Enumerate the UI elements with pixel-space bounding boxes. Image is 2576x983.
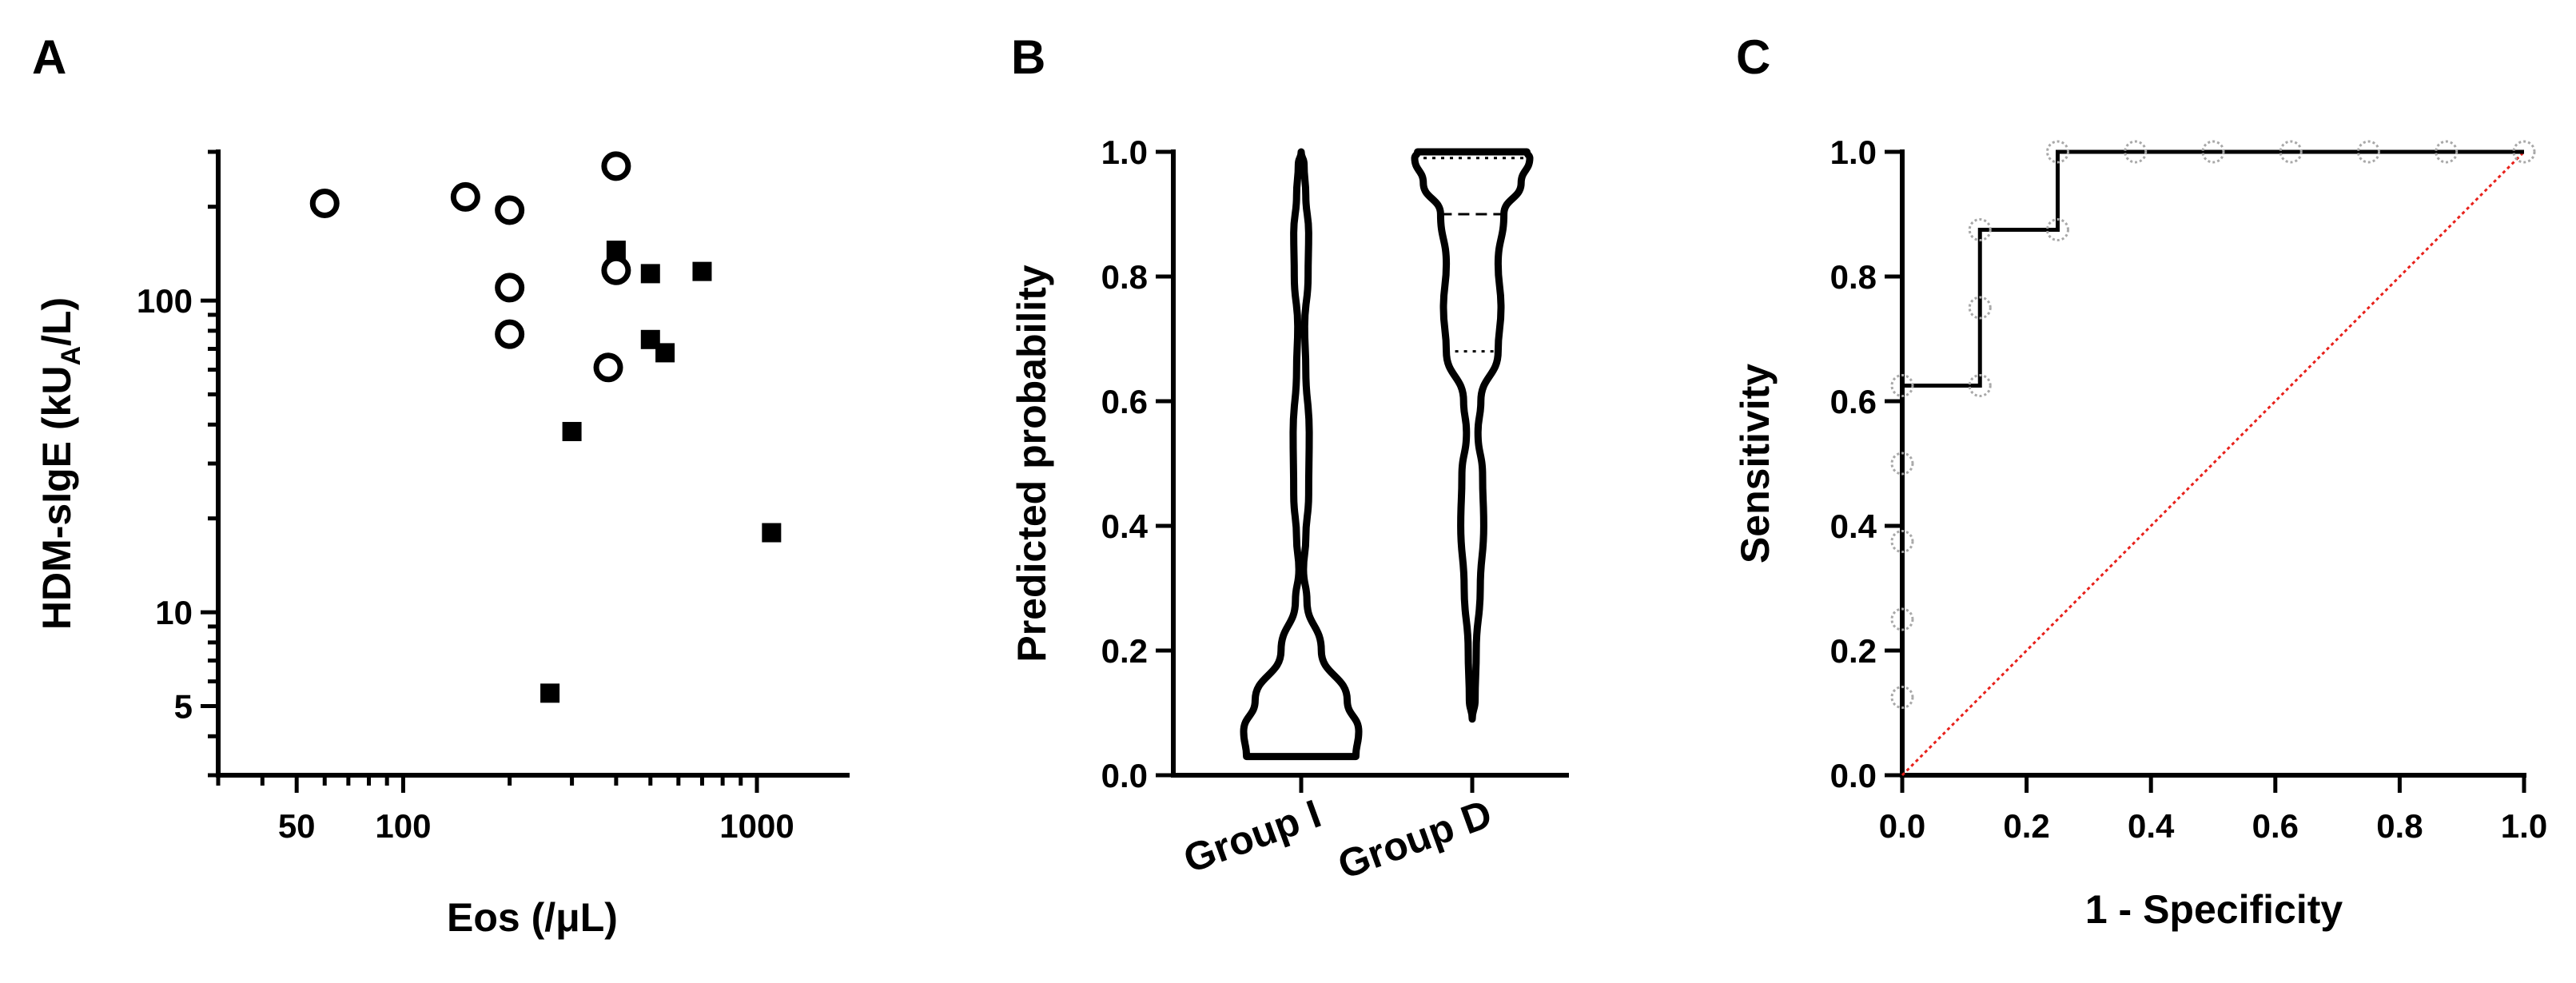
roc-point-marker [1890, 374, 1914, 397]
roc-point-marker [1968, 374, 1992, 397]
panel-c-y-title: Sensitivity [1733, 364, 1778, 563]
x-tick-label: Group I [1178, 791, 1327, 882]
panel-b-letter: B [1011, 30, 1045, 84]
y-tick-label: 1.0 [1101, 133, 1148, 171]
y-tick-label: 0.8 [1101, 258, 1148, 296]
x-tick-label: 0.4 [2128, 807, 2175, 845]
y-tick-label: 0.2 [1830, 632, 1877, 670]
panel-a-y-title: HDM-sIgE (kUA/L) [34, 297, 86, 630]
filled-square-point [692, 261, 712, 281]
roc-point-marker [2435, 140, 2459, 164]
panel-a-points [309, 151, 782, 703]
panel-a-chart: 50 100 1000 5 10 100 Eos (/μL) HDM-sIgE (kUA/… [34, 149, 850, 940]
y-tick-label: 0.8 [1830, 258, 1877, 296]
roc-point-marker [2124, 140, 2148, 164]
x-tick-label: 0.0 [1879, 807, 1925, 845]
roc-point-marker [1968, 296, 1992, 320]
y-tick-label: 0.0 [1830, 757, 1877, 794]
panel-c-x-title: 1 - Specificity [2085, 887, 2343, 932]
open-circle-point [601, 151, 631, 181]
open-circle-point [309, 188, 340, 218]
y-tick-label: 100 [137, 282, 193, 320]
roc-point-marker [2279, 140, 2303, 164]
panel-b-violins [1240, 148, 1534, 761]
panel-c-lines [1890, 140, 2536, 777]
roc-point-marker [1890, 530, 1914, 553]
roc-curve [1902, 149, 2524, 388]
panel-a-y-title-pre: HDM-sIgE (kU [34, 366, 79, 631]
y-tick-label: 0.2 [1101, 632, 1148, 670]
filled-square-point [562, 421, 582, 441]
filled-square-point [762, 523, 782, 543]
x-tick-label: 0.2 [2003, 807, 2049, 845]
y-tick-label: 5 [174, 687, 193, 725]
panel-b-axes [1171, 149, 1569, 778]
reference-diagonal-line [1901, 150, 2526, 777]
filled-square-point [606, 241, 626, 261]
roc-point-marker [2357, 140, 2380, 164]
y-tick-label: 0.4 [1830, 507, 1877, 545]
open-circle-point [450, 181, 480, 212]
violin-outline [1240, 148, 1363, 761]
open-circle-point [593, 352, 623, 383]
x-tick-label: 0.8 [2376, 807, 2423, 845]
y-tick-label: 0.4 [1101, 507, 1149, 545]
panel-a-letter: A [32, 30, 66, 84]
open-circle-point [495, 319, 525, 349]
x-tick-label: 0.6 [2252, 807, 2299, 845]
roc-point-marker [1890, 452, 1914, 476]
x-tick-label: 100 [375, 807, 431, 845]
x-tick-label: 1000 [719, 807, 794, 845]
roc-point-marker [1890, 607, 1914, 631]
open-circle-point [495, 273, 525, 303]
x-tick-label: 1.0 [2501, 807, 2547, 845]
y-tick-label: 0.6 [1101, 383, 1148, 420]
y-tick-label: 10 [155, 594, 193, 631]
roc-point-marker [1968, 218, 1992, 241]
x-tick-label: Group D [1332, 791, 1498, 888]
y-tick-label: 1.0 [1830, 133, 1877, 171]
roc-point-marker [2201, 140, 2225, 164]
panel-b-chart: 0.0 0.2 0.4 0.6 0.8 1.0 Group I Group D Predict… [1009, 133, 1569, 888]
roc-point-marker [1890, 686, 1914, 709]
roc-point-marker [2046, 218, 2069, 241]
violin-outline [1411, 148, 1534, 723]
roc-point-marker [2046, 140, 2069, 164]
open-circle-point [601, 255, 631, 285]
panel-c-ticks: 0.0 0.2 0.4 0.6 0.8 1.0 0.0 0.2 0.4 0.6 0.8 1.0 [1830, 133, 2548, 845]
filled-square-point [655, 343, 675, 363]
panel-b-y-title: Predicted probability [1009, 265, 1054, 663]
panel-a-axes [216, 149, 850, 778]
x-tick-label: 50 [278, 807, 316, 845]
filled-square-point [540, 683, 560, 703]
panel-a-x-title: Eos (/μL) [447, 895, 618, 940]
open-circle-point [495, 195, 525, 225]
panel-c-chart: 0.0 0.2 0.4 0.6 0.8 1.0 0.0 0.2 0.4 0.6 0.8 1.0 1 -… [1733, 133, 2547, 932]
panel-a-y-title-sub: A [56, 346, 86, 366]
panel-a-y-title-post: /L) [34, 297, 79, 346]
panel-c-letter: C [1736, 30, 1770, 84]
y-tick-label: 0.0 [1101, 757, 1148, 794]
panel-a-ticks: 50 100 1000 5 10 100 [137, 149, 794, 845]
y-tick-label: 0.6 [1830, 383, 1877, 420]
roc-point-marker [2512, 140, 2536, 164]
filled-square-point [640, 264, 660, 284]
